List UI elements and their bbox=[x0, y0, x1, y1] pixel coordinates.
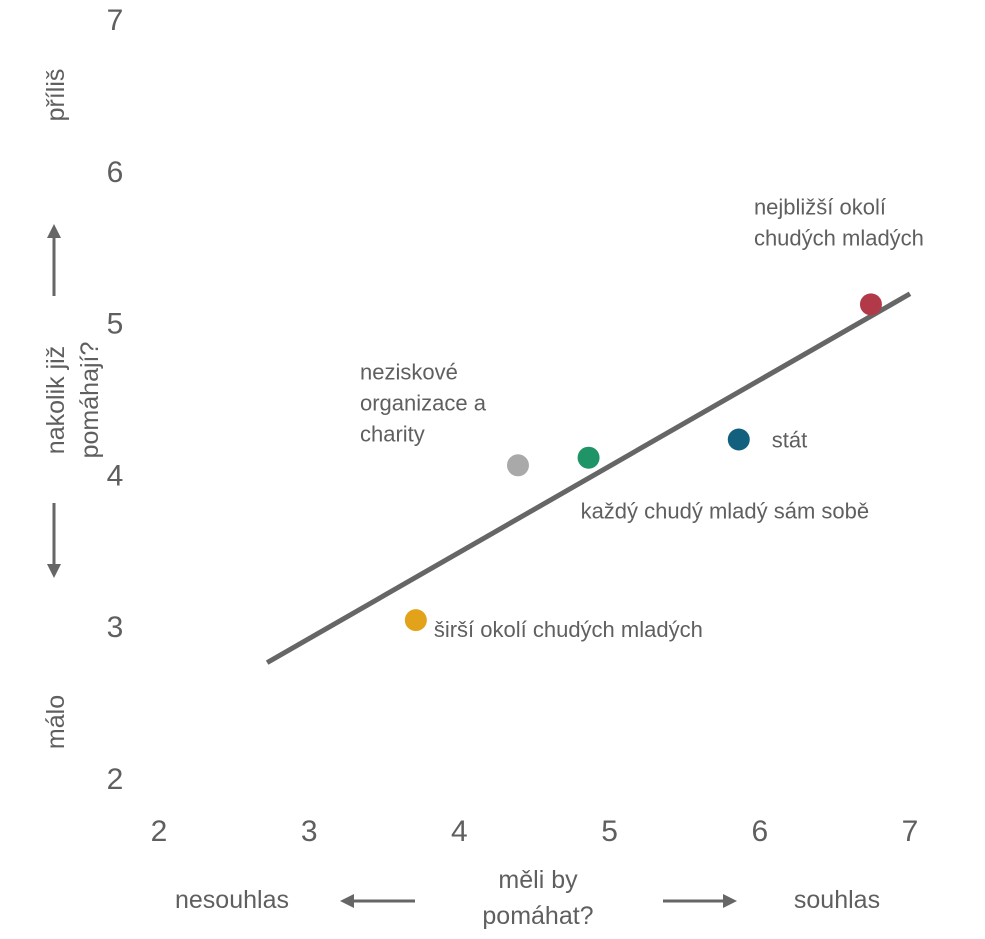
y-tick-label: 7 bbox=[107, 4, 124, 37]
y-axis-title: nakolik již pomáhají? bbox=[42, 342, 104, 459]
y-down-arrow-icon bbox=[47, 503, 61, 578]
point-label: chudých mladých bbox=[754, 225, 924, 250]
point-labels: nejbližší okolí chudých mladých stát každý … bbox=[360, 194, 924, 642]
x-high-label: souhlas bbox=[794, 886, 880, 914]
x-tick-label: 6 bbox=[751, 815, 768, 848]
point-label: charity bbox=[360, 421, 425, 446]
x-tick-label: 7 bbox=[902, 815, 919, 848]
point-label: každý chudý mladý sám sobě bbox=[581, 499, 870, 524]
y-axis-title-line-2: pomáhají? bbox=[76, 342, 104, 459]
point-label: stát bbox=[772, 427, 807, 452]
y-high-label: příliš bbox=[42, 69, 70, 122]
y-low-label: málo bbox=[42, 695, 70, 749]
data-points bbox=[404, 293, 882, 632]
y-tick-label: 2 bbox=[107, 763, 124, 796]
x-axis-title-line-1: měli by bbox=[498, 866, 578, 894]
data-point bbox=[506, 454, 529, 477]
x-left-arrow-icon bbox=[340, 894, 415, 908]
y-tick-label: 6 bbox=[107, 156, 124, 189]
y-up-arrow-icon bbox=[47, 224, 61, 296]
x-tick-label: 4 bbox=[451, 815, 468, 848]
point-label: širší okolí chudých mladých bbox=[434, 617, 703, 642]
x-axis-ticks: 2 3 4 5 6 7 bbox=[151, 815, 919, 848]
x-axis-title-line-2: pomáhat? bbox=[482, 902, 593, 930]
x-low-label: nesouhlas bbox=[175, 886, 289, 914]
data-point bbox=[859, 293, 882, 316]
point-label: nejbližší okolí bbox=[754, 194, 886, 219]
data-point bbox=[727, 428, 750, 451]
x-tick-label: 2 bbox=[151, 815, 168, 848]
trend-line bbox=[265, 291, 912, 665]
data-point bbox=[577, 446, 600, 469]
data-point bbox=[404, 609, 427, 632]
y-axis-ticks: 2 3 4 5 6 7 bbox=[107, 4, 124, 796]
point-label: neziskové bbox=[360, 359, 458, 384]
y-tick-label: 4 bbox=[107, 459, 124, 492]
y-tick-label: 3 bbox=[107, 611, 124, 644]
y-tick-label: 5 bbox=[107, 308, 124, 341]
x-tick-label: 3 bbox=[301, 815, 318, 848]
y-axis-title-line-1: nakolik již bbox=[42, 346, 70, 454]
x-right-arrow-icon bbox=[663, 894, 737, 908]
x-tick-label: 5 bbox=[601, 815, 618, 848]
point-label: organizace a bbox=[360, 390, 487, 415]
